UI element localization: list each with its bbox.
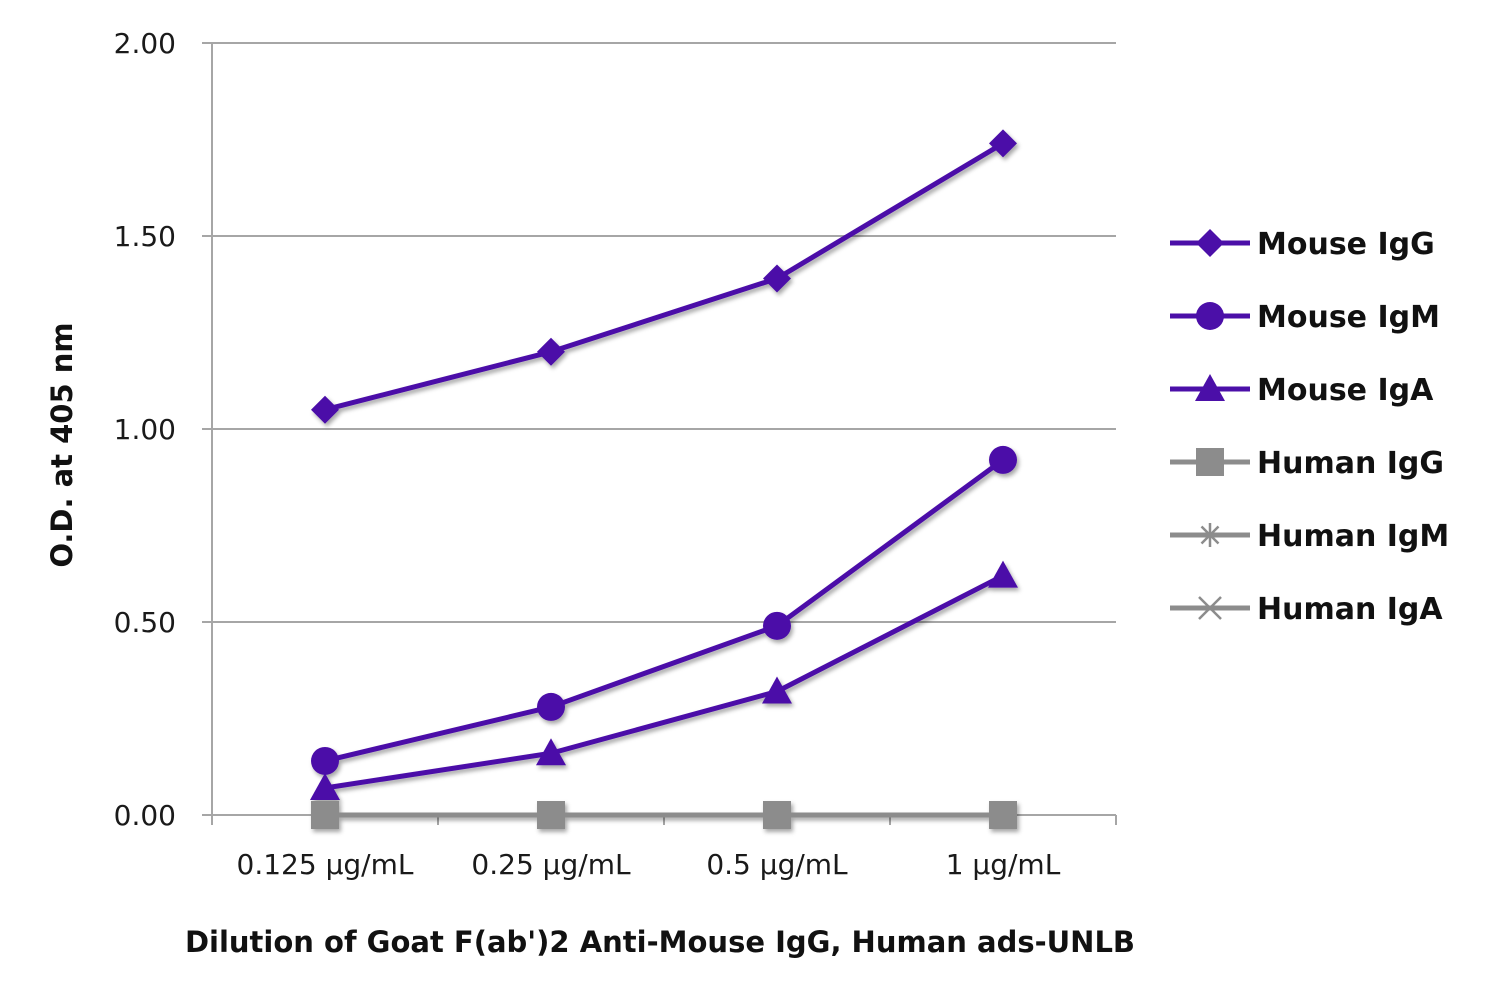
data-point-mouse-igg	[311, 395, 339, 424]
data-point-mouse-igm	[763, 611, 791, 640]
data-point-mouse-igm	[311, 746, 339, 775]
legend-label: Human IgG	[1257, 446, 1444, 481]
data-point-mouse-igg	[989, 129, 1017, 158]
y-axis-title: O.D. at 405 nm	[45, 322, 79, 567]
x-tick-label: 1 µg/mL	[946, 848, 1061, 881]
legend-item-human-iga: Human IgA	[1170, 592, 1443, 627]
legend-label: Human IgA	[1257, 592, 1443, 627]
legend-item-human-igg: Human IgG	[1170, 446, 1444, 481]
legend-marker-mouse-iga	[1195, 374, 1225, 401]
data-point-mouse-igg	[537, 337, 565, 366]
y-tick-label: 0.00	[114, 799, 176, 832]
legend-marker-mouse-igm	[1196, 302, 1224, 330]
x-tick-label: 0.25 µg/mL	[471, 848, 631, 881]
data-point-mouse-igg	[763, 264, 791, 293]
y-tick-label: 0.50	[114, 606, 176, 639]
data-point-mouse-iga	[988, 560, 1018, 588]
x-axis-title: Dilution of Goat F(ab')2 Anti-Mouse IgG,…	[185, 925, 1135, 959]
legend-item-mouse-igm: Mouse IgM	[1170, 300, 1440, 335]
series-line-mouse-iga	[324, 573, 1005, 791]
legend-label: Human IgM	[1257, 519, 1449, 554]
legend-label: Mouse IgG	[1257, 227, 1435, 262]
series-line-mouse-igg	[324, 141, 1005, 413]
legend: Mouse IgG Mouse IgM Mouse IgA Human IgG Huma…	[1170, 227, 1449, 627]
y-tick-label: 1.50	[114, 220, 176, 253]
x-tick-label: 0.125 µg/mL	[237, 848, 414, 881]
series-group	[310, 129, 1018, 829]
legend-label: Mouse IgM	[1257, 300, 1440, 335]
data-point-human-igg	[537, 801, 565, 829]
series-mouse-iga	[310, 560, 1018, 800]
legend-marker-human-igm	[1198, 523, 1222, 547]
gridlines	[212, 42, 1116, 623]
legend-marker-human-iga	[1198, 596, 1222, 620]
series-mouse-igg	[311, 129, 1017, 424]
axes: 0.00 0.50 1.00 1.50 2.00 0.125 µg/mL 0.25 µg/m…	[114, 27, 1117, 881]
data-point-human-igg	[763, 801, 791, 829]
data-point-human-igg	[989, 801, 1017, 829]
legend-item-mouse-iga: Mouse IgA	[1170, 373, 1434, 408]
legend-item-mouse-igg: Mouse IgG	[1170, 227, 1435, 262]
legend-marker-human-igg	[1196, 448, 1224, 476]
data-point-mouse-igm	[537, 692, 565, 721]
data-point-human-igg	[311, 801, 339, 829]
series-line-mouse-igm	[324, 457, 1005, 764]
data-point-mouse-iga	[310, 772, 340, 800]
series-human-igg	[311, 801, 1017, 829]
data-point-mouse-iga	[762, 676, 792, 704]
legend-label: Mouse IgA	[1257, 373, 1434, 408]
legend-marker-mouse-igg	[1196, 229, 1224, 257]
data-point-mouse-igm	[989, 445, 1017, 474]
y-tick-label: 1.00	[114, 413, 176, 446]
y-tick-label: 2.00	[114, 27, 176, 60]
data-point-mouse-iga	[536, 738, 566, 766]
series-mouse-igm	[311, 445, 1017, 775]
x-tick-label: 0.5 µg/mL	[706, 848, 848, 881]
legend-item-human-igm: Human IgM	[1170, 519, 1449, 554]
